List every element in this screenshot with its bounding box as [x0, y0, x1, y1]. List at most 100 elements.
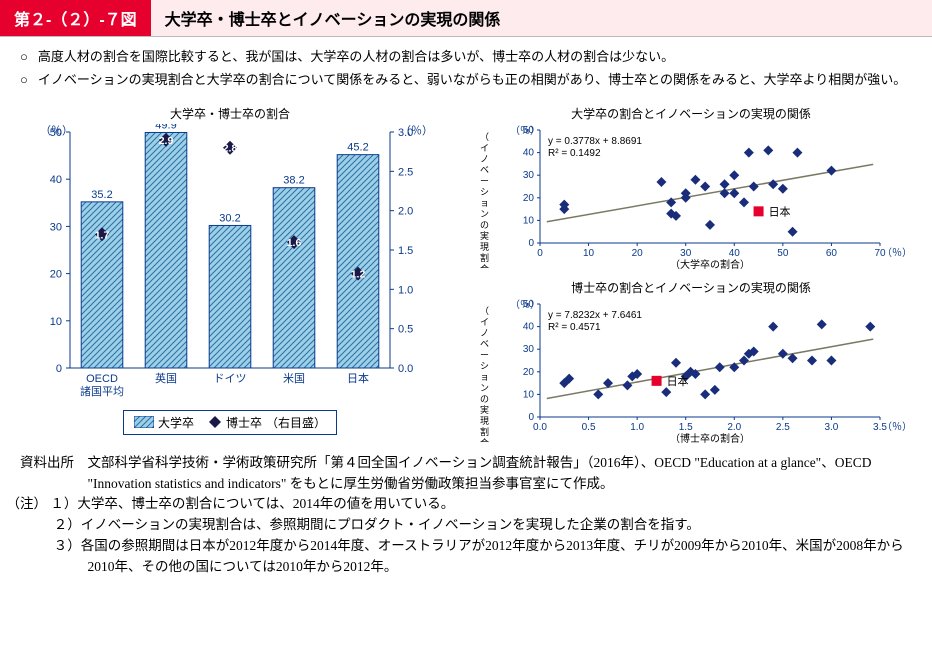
- svg-text:0.5: 0.5: [582, 422, 596, 433]
- legend-right-note: （右目盛）: [266, 414, 326, 431]
- svg-text:イ: イ: [480, 317, 489, 327]
- legend-diamond-label: 博士卒: [226, 414, 262, 431]
- svg-text:1.5: 1.5: [679, 422, 693, 433]
- svg-text:0.5: 0.5: [398, 323, 413, 335]
- svg-text:の: の: [480, 220, 489, 230]
- svg-text:30: 30: [50, 221, 62, 233]
- svg-text:40: 40: [523, 321, 535, 332]
- svg-text:2.5: 2.5: [398, 166, 413, 178]
- svg-text:35.2: 35.2: [91, 188, 112, 200]
- scatter1-title: 大学卒の割合とイノベーションの実現の関係: [470, 105, 912, 122]
- svg-text:10: 10: [50, 315, 62, 327]
- svg-text:40: 40: [729, 248, 741, 259]
- svg-text:（: （: [480, 132, 489, 142]
- svg-text:20: 20: [523, 192, 535, 203]
- svg-text:0: 0: [537, 248, 543, 259]
- svg-text:R² = 0.4571: R² = 0.4571: [548, 322, 601, 333]
- svg-text:シ: シ: [480, 187, 489, 197]
- svg-text:2.0: 2.0: [727, 422, 741, 433]
- legend-bar-label: 大学卒: [158, 414, 194, 431]
- svg-text:0.0: 0.0: [533, 422, 547, 433]
- figure-number: 第２-（２）-７図: [0, 0, 151, 36]
- bullet-item: 高度人材の割合を国際比較すると、我が国は、大学卒の人材の割合は多いが、博士卒の人…: [20, 47, 912, 68]
- bar-chart: 大学卒・博士卒の割合 （％）（％）010203040500.00.51.01.5…: [20, 105, 440, 443]
- svg-text:50: 50: [523, 299, 535, 310]
- bullet-text: イノベーションの実現割合と大学卒の割合について関係をみると、弱いながらも正の相関…: [38, 70, 906, 91]
- scatter1-svg: （イノベーションの実現割合）（％）01020304050010203040506…: [470, 124, 910, 269]
- svg-text:20: 20: [632, 248, 644, 259]
- svg-text:50: 50: [777, 248, 789, 259]
- svg-text:諸国平均: 諸国平均: [80, 384, 124, 398]
- svg-text:R² = 0.1492: R² = 0.1492: [548, 148, 601, 159]
- svg-text:日本: 日本: [347, 371, 369, 385]
- svg-text:10: 10: [523, 215, 535, 226]
- scatter2-title: 博士卒の割合とイノベーションの実現の関係: [470, 279, 912, 296]
- svg-text:OECD: OECD: [86, 373, 118, 385]
- summary-bullets: 高度人材の割合を国際比較すると、我が国は、大学卒の人材の割合は多いが、博士卒の人…: [0, 41, 932, 105]
- svg-text:実: 実: [480, 404, 489, 415]
- svg-text:2.8: 2.8: [223, 142, 238, 154]
- svg-text:（博士卒の割合）: （博士卒の割合）: [670, 432, 750, 443]
- svg-text:ン: ン: [480, 209, 489, 219]
- svg-text:ン: ン: [480, 383, 489, 393]
- svg-text:ョ: ョ: [480, 198, 489, 208]
- svg-text:20: 20: [50, 268, 62, 280]
- svg-text:30: 30: [680, 248, 692, 259]
- svg-text:10: 10: [523, 389, 535, 400]
- svg-text:の: の: [480, 394, 489, 404]
- svg-text:y = 7.8232x + 7.6461: y = 7.8232x + 7.6461: [548, 310, 642, 321]
- svg-text:2.0: 2.0: [398, 205, 413, 217]
- svg-text:実: 実: [480, 230, 489, 241]
- figure-title: 大学卒・博士卒とイノベーションの実現の関係: [151, 0, 932, 36]
- svg-text:10: 10: [583, 248, 595, 259]
- svg-text:ベ: ベ: [480, 339, 489, 349]
- legend-diamond: 博士卒 （右目盛）: [208, 414, 326, 431]
- svg-text:2.5: 2.5: [776, 422, 790, 433]
- bar-chart-title: 大学卒・博士卒の割合: [20, 105, 440, 122]
- svg-text:日本: 日本: [667, 373, 689, 387]
- note-item: ２）イノベーションの実現割合は、参照期間にプロダクト・イノベーションを実現した企…: [20, 515, 912, 536]
- figure-header: 第２-（２）-７図 大学卒・博士卒とイノベーションの実現の関係: [0, 0, 932, 37]
- svg-text:ノ: ノ: [480, 328, 489, 338]
- svg-text:1.7: 1.7: [95, 229, 110, 241]
- svg-text:0: 0: [56, 363, 62, 375]
- svg-text:60: 60: [826, 248, 838, 259]
- svg-text:（大学卒の割合）: （大学卒の割合）: [670, 258, 750, 269]
- svg-text:50: 50: [50, 127, 62, 139]
- svg-text:ドイツ: ドイツ: [214, 373, 247, 385]
- svg-text:（％）: （％）: [882, 247, 910, 259]
- svg-text:45.2: 45.2: [347, 141, 368, 153]
- scatter2-svg: （イノベーションの実現割合）（％）010203040500.00.51.01.5…: [470, 298, 910, 443]
- legend-bar: 大学卒: [134, 414, 194, 431]
- svg-text:英国: 英国: [155, 371, 177, 385]
- bar-chart-svg: （％）（％）010203040500.00.51.01.52.02.53.035…: [20, 124, 440, 404]
- note-item: ３）各国の参照期間は日本が2012年度から2014年度、オーストラリアが2012…: [20, 536, 912, 578]
- note-item: １）大学卒、博士卒の割合については、2014年の値を用いている。: [50, 496, 454, 511]
- svg-text:米国: 米国: [283, 372, 305, 385]
- svg-text:ョ: ョ: [480, 372, 489, 382]
- svg-text:20: 20: [523, 366, 535, 377]
- svg-text:ー: ー: [480, 176, 489, 186]
- svg-text:0.0: 0.0: [398, 363, 413, 375]
- svg-text:2.9: 2.9: [159, 134, 174, 146]
- source-line: 資料出所 文部科学省科学技術・学術政策研究所「第４回全国イノベーション調査統計報…: [20, 453, 912, 495]
- svg-text:シ: シ: [480, 361, 489, 371]
- svg-text:ー: ー: [480, 350, 489, 360]
- svg-text:合: 合: [480, 263, 489, 269]
- svg-text:50: 50: [523, 125, 535, 136]
- svg-text:3.0: 3.0: [824, 422, 838, 433]
- scatter-chart-1: 大学卒の割合とイノベーションの実現の関係 （イノベーションの実現割合）（％）01…: [470, 105, 912, 269]
- svg-text:日本: 日本: [769, 204, 791, 218]
- svg-text:現: 現: [480, 242, 489, 252]
- svg-text:3.0: 3.0: [398, 127, 413, 139]
- notes-head: （注） １）大学卒、博士卒の割合については、2014年の値を用いている。: [20, 494, 912, 515]
- svg-text:現: 現: [480, 416, 489, 426]
- bar-chart-legend: 大学卒 博士卒 （右目盛）: [123, 410, 337, 435]
- svg-text:1.2: 1.2: [351, 268, 366, 280]
- svg-text:イ: イ: [480, 143, 489, 153]
- svg-text:40: 40: [523, 147, 535, 158]
- svg-text:割: 割: [480, 252, 489, 263]
- svg-text:30: 30: [523, 170, 535, 181]
- svg-text:0: 0: [528, 238, 534, 249]
- svg-text:40: 40: [50, 174, 62, 186]
